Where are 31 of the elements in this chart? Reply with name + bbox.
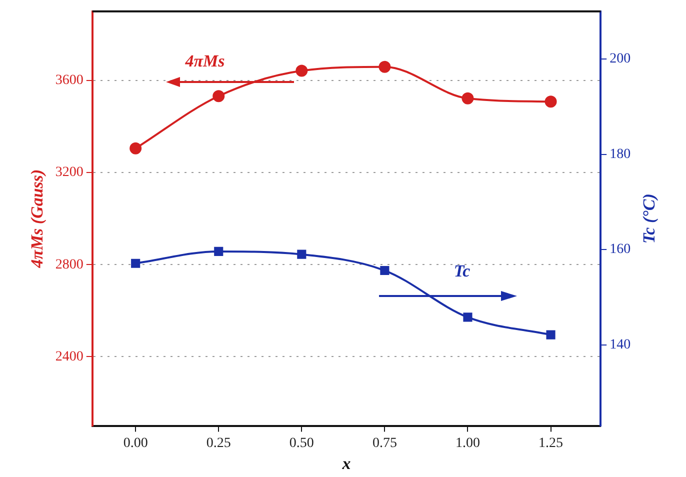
point (297, 250, 306, 259)
x-tick-label: 0.75 (372, 436, 397, 451)
y-tick-label: 2400 (55, 349, 84, 364)
y2-axis-title: Tc (°C) (639, 194, 658, 244)
y-axis-title: 4πMs (Gauss) (28, 169, 47, 269)
point (214, 246, 224, 256)
point (212, 90, 225, 102)
x-tick-label: 0.25 (206, 436, 231, 451)
x-tick-label: 1.00 (455, 436, 480, 451)
point (378, 60, 391, 73)
x-axis-title: x (341, 454, 352, 474)
y-tick-label: 2800 (55, 257, 84, 272)
y2-tick-label: 140 (610, 337, 631, 352)
point (131, 258, 140, 268)
x-tick-label: 0.00 (123, 436, 148, 451)
x-tick-label: 0.50 (289, 436, 314, 451)
point (544, 96, 557, 108)
point (380, 266, 390, 276)
y2-tick-label: 200 (610, 52, 631, 67)
y2-tick-label: 160 (610, 242, 631, 258)
y-tick-label: 3600 (55, 73, 84, 88)
x-tick-label: 1.25 (538, 436, 564, 451)
point (130, 142, 142, 154)
point (463, 312, 472, 322)
point (546, 330, 556, 340)
series-label: Tc (454, 261, 471, 280)
point (462, 92, 474, 104)
point (296, 64, 308, 77)
y-tick-label: 3200 (55, 165, 84, 180)
y2-tick-label: 180 (610, 146, 631, 162)
series-label: 4πMs (184, 51, 226, 70)
